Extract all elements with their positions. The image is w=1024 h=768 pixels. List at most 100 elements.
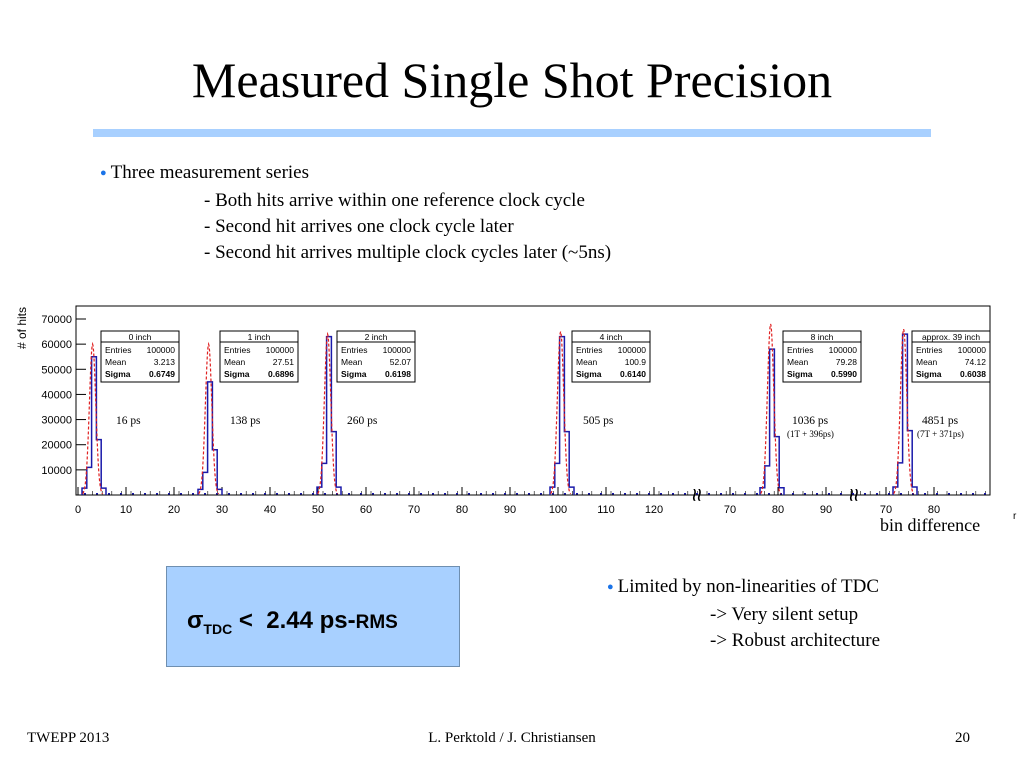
baseline-dot bbox=[924, 493, 926, 495]
baseline-dot bbox=[816, 493, 818, 495]
baseline-dot bbox=[192, 493, 194, 495]
baseline-dot bbox=[120, 493, 122, 495]
peak-precision-label: 1036 ps bbox=[792, 415, 829, 427]
baseline-dot bbox=[852, 493, 854, 495]
baseline-dot bbox=[708, 493, 710, 495]
baseline-dot bbox=[720, 493, 722, 495]
stat-box-title: approx. 39 inch bbox=[922, 332, 980, 342]
sigma-symbol: σ bbox=[187, 607, 204, 634]
peak-precision-detail: (1T + 396ps) bbox=[787, 429, 834, 439]
gaussian-fit-curve bbox=[893, 328, 915, 495]
plot-frame bbox=[75, 305, 991, 496]
sigma-result-text: σTDC < 2.44 ps-RMS bbox=[187, 607, 398, 637]
stat-value: 74.12 bbox=[965, 357, 987, 367]
baseline-dot bbox=[516, 493, 518, 495]
baseline-dot bbox=[276, 493, 278, 495]
stat-label: Mean bbox=[916, 357, 938, 367]
peak-precision-label: 4851 ps bbox=[922, 415, 959, 427]
baseline-dot bbox=[636, 493, 638, 495]
baseline-dot bbox=[168, 493, 170, 495]
footer-page-number: 20 bbox=[955, 730, 970, 746]
stat-label: Entries bbox=[105, 345, 131, 355]
stat-label: Entries bbox=[787, 345, 813, 355]
baseline-dot bbox=[624, 493, 626, 495]
baseline-dot bbox=[900, 493, 902, 495]
baseline-dot bbox=[864, 493, 866, 495]
bullet-main: ● Three measurement series bbox=[100, 160, 611, 188]
baseline-dot bbox=[288, 493, 290, 495]
stat-label: Entries bbox=[916, 345, 942, 355]
x-tick-label: 30 bbox=[216, 504, 228, 516]
baseline-dot bbox=[156, 493, 158, 495]
x-tick-label: 110 bbox=[597, 504, 615, 516]
gaussian-fit-curve bbox=[198, 341, 220, 495]
baseline-dot bbox=[948, 493, 950, 495]
baseline-dot bbox=[384, 493, 386, 495]
stat-label: Mean bbox=[105, 357, 127, 367]
stat-value: 100000 bbox=[147, 345, 176, 355]
baseline-dot bbox=[696, 493, 698, 495]
baseline-dot bbox=[780, 493, 782, 495]
x-tick-label: 50 bbox=[312, 504, 324, 516]
stat-label: Sigma bbox=[576, 369, 602, 379]
baseline-dot bbox=[408, 493, 410, 495]
peak-precision-label: 505 ps bbox=[583, 415, 614, 427]
histogram-chart: # of hits 10000 20000 30000 40000 50000 60000 7… bbox=[15, 305, 1017, 522]
stat-value: 100000 bbox=[829, 345, 858, 355]
baseline-dot bbox=[312, 493, 314, 495]
baseline-dot bbox=[984, 493, 986, 495]
histogram-peak bbox=[316, 335, 342, 495]
baseline-dot bbox=[348, 493, 350, 495]
baseline-dot bbox=[576, 493, 578, 495]
baseline-dot bbox=[84, 493, 86, 495]
bullet-sub-item: - Both hits arrive within one reference … bbox=[204, 190, 585, 211]
baseline-dot bbox=[504, 493, 506, 495]
baseline-dot bbox=[540, 493, 542, 495]
baseline-dot bbox=[492, 493, 494, 495]
baseline-dot bbox=[648, 493, 650, 495]
slide-title: Measured Single Shot Precision bbox=[191, 52, 833, 108]
baseline-dot bbox=[528, 493, 530, 495]
stat-value: 79.28 bbox=[836, 357, 858, 367]
baseline-dot bbox=[972, 493, 974, 495]
stat-label: Sigma bbox=[224, 369, 250, 379]
footer-center: L. Perktold / J. Christiansen bbox=[428, 730, 596, 746]
baseline-dot bbox=[936, 493, 938, 495]
peak-precision-label: 138 ps bbox=[230, 415, 261, 427]
baseline-dot bbox=[444, 493, 446, 495]
x-tick-label: 80 bbox=[772, 504, 784, 516]
stat-box bbox=[911, 330, 991, 383]
sigma-subscript: TDC bbox=[203, 621, 233, 637]
histogram-peak bbox=[549, 335, 575, 495]
stat-label: Entries bbox=[224, 345, 250, 355]
baseline-dot bbox=[876, 493, 878, 495]
stat-label: Sigma bbox=[341, 369, 367, 379]
baseline-dot bbox=[96, 493, 98, 495]
baseline-dot bbox=[432, 493, 434, 495]
baseline-dot bbox=[228, 493, 230, 495]
baseline-dot bbox=[456, 493, 458, 495]
x-tick-label: 60 bbox=[360, 504, 372, 516]
baseline-dot bbox=[324, 493, 326, 495]
baseline-dot bbox=[264, 493, 266, 495]
baseline-dot bbox=[792, 493, 794, 495]
stat-value: 3.213 bbox=[154, 357, 176, 367]
gaussian-fit-curve bbox=[317, 331, 339, 495]
baseline-dot bbox=[372, 493, 374, 495]
baseline-dot bbox=[600, 493, 602, 495]
baseline-dot bbox=[180, 493, 182, 495]
stat-box-title: 0 inch bbox=[129, 332, 152, 342]
baseline-dot bbox=[672, 493, 674, 495]
y-tick-label: 20000 bbox=[41, 440, 72, 452]
bottom-bullet-list: ● Limited by non-linearities of TDC -> Ve… bbox=[607, 574, 880, 654]
x-tick-label: 10 bbox=[120, 504, 132, 516]
stat-label: Sigma bbox=[787, 369, 813, 379]
baseline-dot bbox=[360, 493, 362, 495]
stat-box-title: 4 inch bbox=[600, 332, 623, 342]
y-tick-label: 60000 bbox=[41, 339, 72, 351]
bullet-main: ● Limited by non-linearities of TDC bbox=[607, 574, 880, 602]
y-tick-label: 50000 bbox=[41, 364, 72, 376]
stat-label: Mean bbox=[341, 357, 363, 367]
x-tick-label: 80 bbox=[928, 504, 940, 516]
peak-precision-label: 16 ps bbox=[116, 415, 141, 427]
